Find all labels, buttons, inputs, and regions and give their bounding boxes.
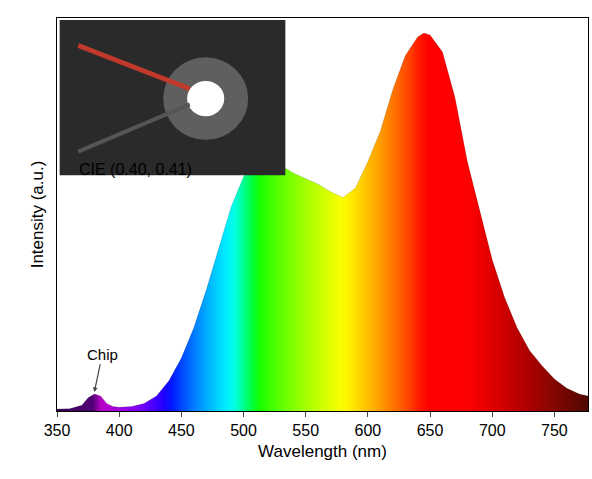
svg-text:750: 750 (541, 422, 568, 439)
svg-text:350: 350 (44, 422, 71, 439)
svg-text:400: 400 (106, 422, 133, 439)
svg-text:Intensity (a.u.): Intensity (a.u.) (28, 161, 47, 269)
svg-text:550: 550 (292, 422, 319, 439)
svg-text:700: 700 (479, 422, 506, 439)
svg-text:Chip: Chip (87, 346, 118, 363)
svg-text:600: 600 (355, 422, 382, 439)
svg-text:CIE (0.40, 0.41): CIE (0.40, 0.41) (79, 161, 192, 178)
svg-text:500: 500 (230, 422, 257, 439)
svg-text:Wavelength (nm): Wavelength (nm) (258, 442, 387, 461)
svg-text:450: 450 (168, 422, 195, 439)
svg-text:650: 650 (417, 422, 444, 439)
